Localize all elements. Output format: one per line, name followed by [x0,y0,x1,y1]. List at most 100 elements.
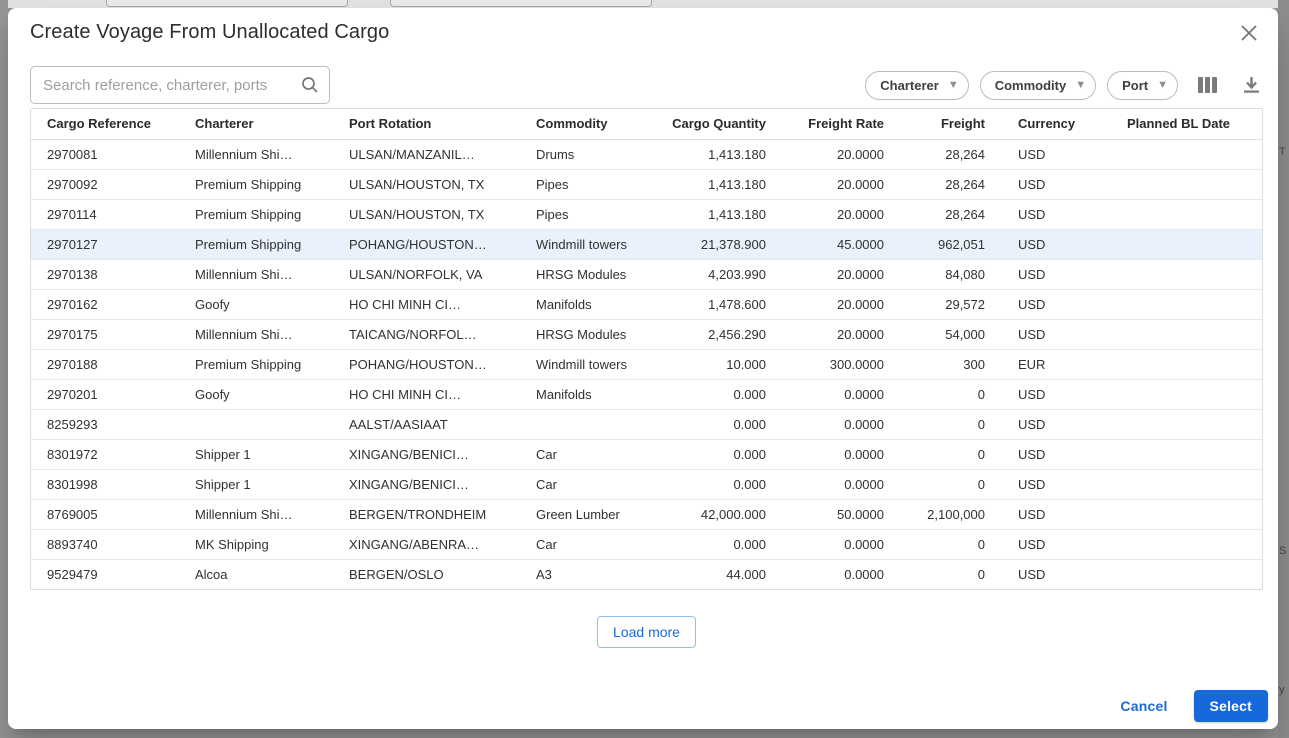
column-header-freight_rate[interactable]: Freight Rate [774,109,892,140]
cell-cargo_reference: 2970081 [47,146,98,162]
cell-planned_bl_date [1110,409,1262,439]
cell-planned_bl_date [1110,319,1262,349]
filter-port[interactable]: Port ▼ [1107,70,1178,100]
table-row[interactable]: 2970188 Premium Shipping POHANG/HOUSTON… Wi… [31,349,1262,379]
cell-cargo_reference: 8301998 [47,476,98,492]
cell-currency: USD [1018,446,1046,462]
select-button[interactable]: Select [1193,690,1268,722]
cell-cargo_reference: 2970138 [47,266,98,282]
table-row[interactable]: 8259293 AALST/AASIAAT 0.000 0.0000 0 USD [31,409,1262,439]
cell-cargo_quantity: 42,000.000 [700,506,766,522]
table-header-row: Cargo Reference Charterer Port Rotation Com… [31,109,1262,140]
table-row[interactable]: 2970127 Premium Shipping POHANG/HOUSTON… Wi… [31,229,1262,259]
cell-planned_bl_date [1110,139,1262,169]
cancel-button[interactable]: Cancel [1120,698,1168,714]
table-row[interactable]: 9529479 Alcoa BERGEN/OSLO A3 44.000 0.0000 0 US… [31,559,1262,589]
cell-cargo_reference: 8769005 [47,506,98,522]
cell-currency: USD [1018,416,1046,432]
cell-currency: USD [1018,476,1046,492]
cell-commodity: Windmill towers [536,356,628,372]
cell-freight_rate: 0.0000 [844,416,884,432]
close-icon[interactable] [1237,21,1261,45]
cell-charterer: Millennium Shi… [195,326,293,342]
search-box [30,66,330,104]
table-row[interactable]: 2970138 Millennium Shi… ULSAN/NORFOLK, VA H… [31,259,1262,289]
cell-cargo_quantity: 0.000 [733,386,766,402]
cell-commodity: A3 [536,566,552,582]
table-row[interactable]: 2970081 Millennium Shi… ULSAN/MANZANIL… Dru… [31,139,1262,169]
cell-commodity: Green Lumber [536,506,620,522]
cell-cargo_reference: 8259293 [47,416,98,432]
cell-charterer: Premium Shipping [195,236,302,252]
cell-cargo_quantity: 1,478.600 [708,296,766,312]
column-header-charterer[interactable]: Charterer [179,109,333,140]
cell-cargo_reference: 2970201 [47,386,98,402]
cell-freight: 28,264 [945,176,985,192]
tab-use-unallocated-cargo[interactable]: Use Unallocated Cargo [390,0,652,7]
chevron-down-icon: ▼ [947,78,959,91]
table-row[interactable]: 2970201 Goofy HO CHI MINH CI… Manifolds 0.00… [31,379,1262,409]
columns-icon[interactable] [1194,72,1220,98]
table-row[interactable]: 2970175 Millennium Shi… TAICANG/NORFOL… HRS… [31,319,1262,349]
load-more-row: Load more [30,616,1263,648]
cell-cargo_quantity: 1,413.180 [708,146,766,162]
backdrop-toolbar: Use CoA Template Cargo Use Unallocated C… [8,0,1278,8]
column-header-cargo_reference[interactable]: Cargo Reference [31,109,179,140]
cell-currency: USD [1018,566,1046,582]
table-row[interactable]: 8769005 Millennium Shi… BERGEN/TRONDHEIM Gr… [31,499,1262,529]
cell-commodity: Pipes [536,176,569,192]
cell-cargo_quantity: 1,413.180 [708,206,766,222]
cell-cargo_reference: 9529479 [47,566,98,582]
cell-freight_rate: 0.0000 [844,476,884,492]
cell-freight_rate: 0.0000 [844,446,884,462]
table-row[interactable]: 8301972 Shipper 1 XINGANG/BENICI… Car 0.000 0… [31,439,1262,469]
cell-cargo_quantity: 0.000 [733,446,766,462]
cell-freight_rate: 20.0000 [837,266,884,282]
table-row[interactable]: 8893740 MK Shipping XINGANG/ABENRA… Car 0.00… [31,529,1262,559]
cell-freight_rate: 300.0000 [829,356,884,372]
column-header-port_rotation[interactable]: Port Rotation [333,109,520,140]
cell-cargo_quantity: 10.000 [726,356,766,372]
cell-charterer: Alcoa [195,566,228,582]
table-body: 2970081 Millennium Shi… ULSAN/MANZANIL… Dru… [31,139,1262,589]
cell-freight: 28,264 [945,206,985,222]
dialog-title: Create Voyage From Unallocated Cargo [30,21,390,43]
table-row[interactable]: 2970114 Premium Shipping ULSAN/HOUSTON, TX… [31,199,1262,229]
table-row[interactable]: 2970092 Premium Shipping ULSAN/HOUSTON, TX… [31,169,1262,199]
column-header-planned_bl_date[interactable]: Planned BL Date [1110,109,1262,140]
cell-port_rotation: ULSAN/HOUSTON, TX [349,176,485,192]
cell-freight_rate: 0.0000 [844,536,884,552]
cell-port_rotation: TAICANG/NORFOL… [349,326,477,342]
load-more-button[interactable]: Load more [597,616,696,648]
column-header-commodity[interactable]: Commodity [520,109,668,140]
cell-charterer: Premium Shipping [195,176,302,192]
filter-commodity[interactable]: Commodity ▼ [979,70,1097,100]
backdrop-text-fragment: y [1279,684,1285,696]
download-icon[interactable] [1238,72,1264,98]
table-row[interactable]: 2970162 Goofy HO CHI MINH CI… Manifolds 1,47… [31,289,1262,319]
filter-charterer[interactable]: Charterer ▼ [865,70,969,100]
cell-freight: 962,051 [938,236,985,252]
cell-freight_rate: 20.0000 [837,176,884,192]
table-row[interactable]: 8301998 Shipper 1 XINGANG/BENICI… Car 0.000 0… [31,469,1262,499]
cell-commodity: HRSG Modules [536,266,627,282]
cell-port_rotation: XINGANG/BENICI… [349,476,469,492]
cell-planned_bl_date [1110,289,1262,319]
column-header-cargo_quantity[interactable]: Cargo Quantity [668,109,774,140]
filter-commodity-label: Commodity [994,77,1067,93]
cell-freight: 0 [977,476,985,492]
cell-port_rotation: XINGANG/BENICI… [349,446,469,462]
cell-freight: 0 [977,536,985,552]
cell-currency: EUR [1018,356,1046,372]
tab-use-coa-template-cargo[interactable]: Use CoA Template Cargo [106,0,348,7]
cell-freight_rate: 50.0000 [837,506,884,522]
column-header-freight[interactable]: Freight [892,109,993,140]
search-input[interactable] [30,66,330,104]
cell-planned_bl_date [1110,439,1262,469]
cell-currency: USD [1018,386,1046,402]
column-header-currency[interactable]: Currency [993,109,1110,140]
cell-planned_bl_date [1110,169,1262,199]
cell-charterer: Goofy [195,296,230,312]
table-toolbar: Charterer ▼ Commodity ▼ Port ▼ [30,66,1264,104]
cell-freight_rate: 20.0000 [837,146,884,162]
